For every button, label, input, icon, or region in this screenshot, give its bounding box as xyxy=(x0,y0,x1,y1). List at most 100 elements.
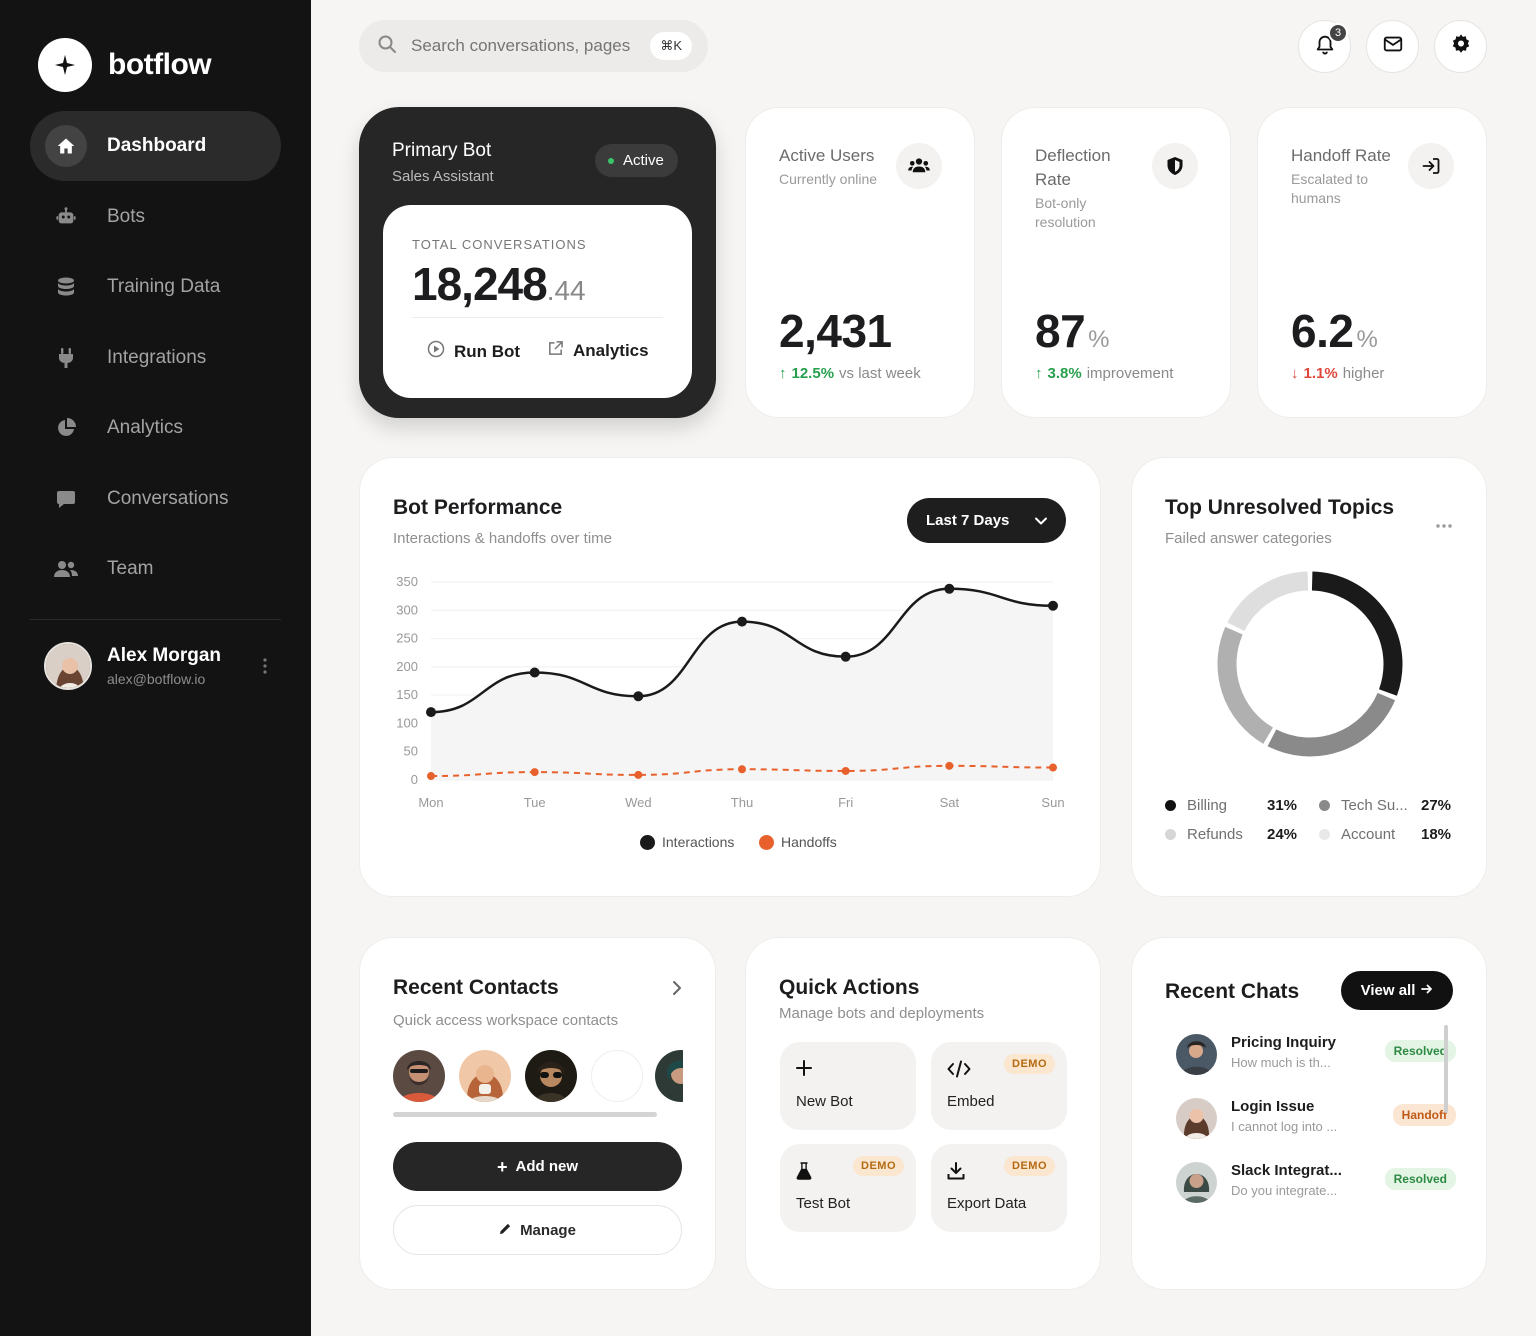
sidebar-item-label: Integrations xyxy=(107,346,207,368)
shortcut-hint: ⌘K xyxy=(650,32,692,60)
stat-number: 87 xyxy=(1035,305,1086,357)
card-subtitle: Interactions & handoffs over time xyxy=(393,530,613,547)
quick-action-test-bot[interactable]: DEMO Test Bot xyxy=(780,1144,916,1232)
avatar[interactable] xyxy=(393,1050,445,1102)
topic-pct: 18% xyxy=(1421,826,1452,843)
y-tick-label: 150 xyxy=(396,687,418,702)
add-new-contact-button[interactable]: + Add new xyxy=(393,1142,682,1191)
legend-item-interactions[interactable]: Interactions xyxy=(640,834,734,850)
run-bot-button[interactable]: Run Bot xyxy=(427,340,520,363)
analytics-button[interactable]: Analytics xyxy=(547,340,649,362)
trend-up-icon: ↑ xyxy=(779,365,787,382)
notifications-button[interactable]: 3 xyxy=(1298,20,1351,73)
avatar-placeholder[interactable] xyxy=(591,1050,643,1102)
quick-action-label: New Bot xyxy=(796,1093,853,1110)
topic-row: Billing 31% xyxy=(1165,791,1297,820)
legend-item-handoffs[interactable]: Handoffs xyxy=(759,834,837,850)
topics-legend-left: Billing 31% Refunds 24% xyxy=(1165,791,1297,849)
legend-label: Handoffs xyxy=(781,834,837,850)
date-range-select[interactable]: Last 7 Days xyxy=(907,498,1066,543)
handoff-rate-card: Handoff Rate Escalated to humans 6.2% ↓ 1… xyxy=(1257,107,1487,418)
date-range-label: Last 7 Days xyxy=(926,512,1010,529)
card-subtitle: Failed answer categories xyxy=(1165,530,1332,547)
card-title: Bot Performance xyxy=(393,496,563,519)
sidebar-item-conversations[interactable]: Conversations xyxy=(30,464,281,534)
sidebar-item-bots[interactable]: Bots xyxy=(30,182,281,252)
avatar[interactable] xyxy=(525,1050,577,1102)
total-conversations-value: 18,248.44 xyxy=(412,257,586,311)
x-tick-label: Fri xyxy=(838,795,853,810)
more-horizontal-icon[interactable] xyxy=(1435,516,1453,534)
topic-name: Billing xyxy=(1187,797,1228,814)
sidebar-item-training-data[interactable]: Training Data xyxy=(30,252,281,322)
topic-name: Account xyxy=(1341,826,1396,843)
bot-performance-card: Bot Performance Interactions & handoffs … xyxy=(359,457,1101,897)
gear-icon xyxy=(1450,33,1472,60)
avatar[interactable] xyxy=(655,1050,683,1102)
manage-contacts-button[interactable]: Manage xyxy=(393,1205,682,1255)
chat-item[interactable]: Pricing Inquiry How much is th... Resolv… xyxy=(1176,1034,1456,1084)
run-bot-label: Run Bot xyxy=(454,341,521,361)
sidebar-item-dashboard[interactable]: Dashboard xyxy=(30,111,281,181)
handoffs-point xyxy=(1049,763,1057,772)
user-email: alex@botflow.io xyxy=(107,671,206,687)
arrow-right-icon xyxy=(1421,982,1433,999)
settings-button[interactable] xyxy=(1434,20,1487,73)
search-bar[interactable]: ⌘K xyxy=(359,20,708,72)
sidebar-item-integrations[interactable]: Integrations xyxy=(30,323,281,393)
chevron-right-icon[interactable] xyxy=(672,980,682,1001)
active-users-card: Active Users Currently online 2,431 ↑ 12.… xyxy=(745,107,975,418)
avatar[interactable] xyxy=(459,1050,511,1102)
sidebar-item-label: Analytics xyxy=(107,417,184,438)
y-tick-label: 350 xyxy=(396,574,418,589)
handoffs-point xyxy=(530,768,539,777)
sidebar-item-label: Training Data xyxy=(107,276,221,297)
users-icon xyxy=(52,555,80,583)
search-input[interactable] xyxy=(411,36,631,56)
primary-bot-subtitle: Sales Assistant xyxy=(392,168,494,185)
topic-swatch xyxy=(1319,800,1330,811)
more-vertical-icon[interactable] xyxy=(262,657,268,680)
topics-donut-chart xyxy=(1217,571,1403,757)
logo[interactable]: botflow xyxy=(38,38,212,92)
sparkle-icon xyxy=(38,38,92,92)
view-all-button[interactable]: View all xyxy=(1341,971,1453,1010)
chats-scrollbar[interactable] xyxy=(1444,1025,1448,1113)
status-label: Active xyxy=(623,152,664,169)
y-tick-label: 50 xyxy=(404,744,418,759)
flask-icon xyxy=(796,1162,812,1185)
topic-row: Account 18% xyxy=(1319,820,1451,849)
plus-icon: + xyxy=(496,1156,508,1177)
chat-preview: How much is th... xyxy=(1231,1055,1331,1070)
quick-action-new-bot[interactable]: New Bot xyxy=(780,1042,916,1130)
manage-label: Manage xyxy=(520,1221,576,1239)
deflection-rate-card: Deflection Rate Bot-only resolution 87% … xyxy=(1001,107,1231,418)
stat-subtitle: Bot-only resolution xyxy=(1035,195,1096,230)
y-tick-label: 300 xyxy=(396,602,418,617)
topic-pct: 31% xyxy=(1267,797,1298,814)
stat-title: Handoff Rate xyxy=(1291,146,1391,165)
play-circle-icon xyxy=(427,340,454,363)
chat-item[interactable]: Slack Integrat... Do you integrate... Re… xyxy=(1176,1162,1456,1212)
chat-item[interactable]: Login Issue I cannot log into ... Handof… xyxy=(1176,1098,1456,1148)
interactions-point xyxy=(944,583,955,594)
quick-action-export-data[interactable]: DEMO Export Data xyxy=(931,1144,1067,1232)
database-icon xyxy=(52,273,80,301)
handoffs-point xyxy=(634,770,643,779)
stat-unit: % xyxy=(1088,326,1110,353)
quick-action-embed[interactable]: DEMO Embed xyxy=(931,1042,1067,1130)
sidebar-item-analytics[interactable]: Analytics xyxy=(30,393,281,463)
stat-value: 2,431 xyxy=(779,304,892,358)
chat-preview: I cannot log into ... xyxy=(1231,1119,1338,1134)
shield-icon xyxy=(1152,143,1198,189)
donut-slice xyxy=(1227,571,1309,632)
sidebar-item-team[interactable]: Team xyxy=(30,534,281,604)
user-profile[interactable]: Alex Morgan alex@botflow.io xyxy=(44,642,274,690)
notification-badge: 3 xyxy=(1328,23,1348,43)
avatar xyxy=(1176,1034,1217,1075)
sidebar-item-label: Team xyxy=(107,558,154,579)
handoffs-point xyxy=(841,766,850,775)
contacts-scrollbar[interactable] xyxy=(393,1112,657,1117)
download-icon xyxy=(947,1162,965,1185)
messages-button[interactable] xyxy=(1366,20,1419,73)
